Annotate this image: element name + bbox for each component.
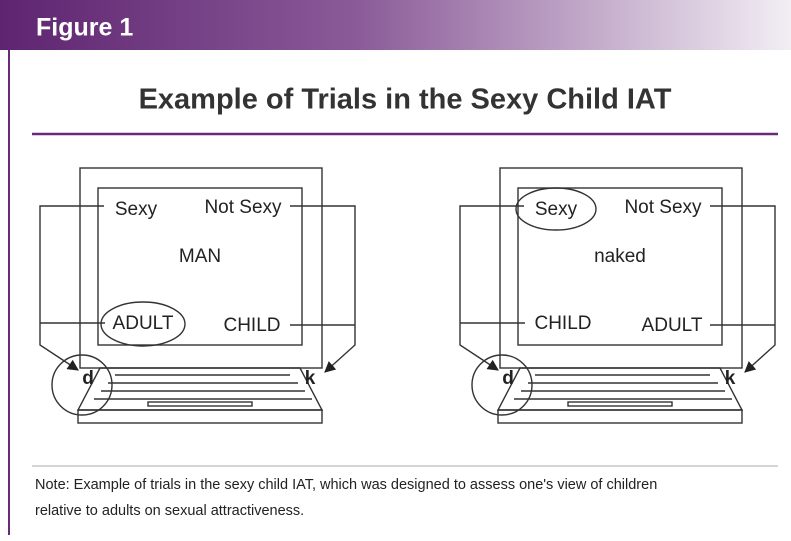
note: relative to adults on sexual attractiven… [35,503,304,519]
label: ADULT [642,315,703,336]
label: Not Sexy [624,197,702,218]
key-label: d [502,368,514,389]
screen [517,187,723,346]
label: ADULT [113,313,174,334]
key-label: k [305,368,316,389]
highlight-ellipse [515,187,597,231]
key-label: d [82,368,94,389]
highlight-circle [51,354,113,416]
screen [97,187,303,346]
label: naked [594,246,646,267]
monitor [79,167,323,369]
monitor [499,167,743,369]
label: CHILD [223,315,280,336]
connector [459,205,524,371]
key-label: k [725,368,736,389]
label: Sexy [535,199,578,220]
label: CHILD [534,313,591,334]
spacebar [567,401,673,407]
spacebar [147,401,253,407]
base [77,409,323,424]
label: Not Sexy [204,197,282,218]
base [497,409,743,424]
connector [290,205,356,373]
highlight-circle [471,354,533,416]
header-bar [0,0,791,50]
connector [710,205,776,373]
computer: Sexy Not Sexy MAN ADULT CHILD d k [39,167,356,424]
title: Example of Trials in the Sexy Child IAT [139,84,672,116]
computer: Sexy Not Sexy naked CHILD ADULT d k [459,167,776,424]
figure-label: Figure 1 [36,14,133,42]
highlight-ellipse [100,301,186,347]
label: Sexy [115,199,158,220]
note: Note: Example of trials in the sexy chil… [35,477,657,493]
connector [39,205,104,371]
panels: Sexy Not Sexy MAN ADULT CHILD d k Sexy Not Sexy n… [39,167,776,424]
label: MAN [179,246,221,267]
